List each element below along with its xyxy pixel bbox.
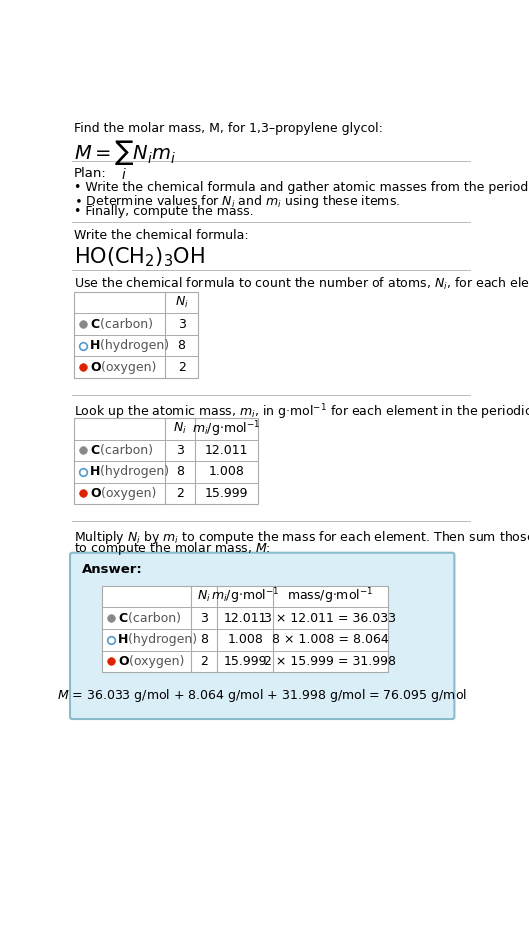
Text: 8 × 1.008 = 8.064: 8 × 1.008 = 8.064: [272, 633, 389, 646]
Text: $m_i$/g$\cdot$mol$^{-1}$: $m_i$/g$\cdot$mol$^{-1}$: [211, 587, 279, 607]
Text: 3 × 12.011 = 36.033: 3 × 12.011 = 36.033: [264, 611, 396, 625]
Text: 2: 2: [176, 487, 184, 500]
Text: Plan:: Plan:: [74, 167, 107, 180]
Text: $N_i$: $N_i$: [173, 421, 187, 436]
Text: H: H: [90, 465, 101, 479]
Text: 15.999: 15.999: [223, 655, 267, 668]
Text: 3: 3: [200, 611, 208, 625]
Text: (hydrogen): (hydrogen): [124, 633, 197, 646]
Text: • Write the chemical formula and gather atomic masses from the periodic table.: • Write the chemical formula and gather …: [74, 181, 529, 194]
Text: (carbon): (carbon): [96, 444, 153, 457]
Text: 8: 8: [178, 339, 186, 352]
Text: (hydrogen): (hydrogen): [96, 339, 169, 352]
Text: (carbon): (carbon): [96, 317, 153, 331]
Text: (hydrogen): (hydrogen): [96, 465, 169, 479]
Text: 15.999: 15.999: [205, 487, 248, 500]
Text: $m_i$/g$\cdot$mol$^{-1}$: $m_i$/g$\cdot$mol$^{-1}$: [192, 419, 261, 439]
Text: Find the molar mass, M, for 1,3–propylene glycol:: Find the molar mass, M, for 1,3–propylen…: [74, 122, 383, 136]
Text: mass/g$\cdot$mol$^{-1}$: mass/g$\cdot$mol$^{-1}$: [287, 587, 373, 607]
Text: 2: 2: [200, 655, 208, 668]
Text: Write the chemical formula:: Write the chemical formula:: [74, 229, 249, 241]
Text: Look up the atomic mass, $m_i$, in g·mol$^{-1}$ for each element in the periodic: Look up the atomic mass, $m_i$, in g·mol…: [74, 402, 529, 422]
Text: $M = \sum_i N_i m_i$: $M = \sum_i N_i m_i$: [74, 139, 176, 183]
Text: 2 × 15.999 = 31.998: 2 × 15.999 = 31.998: [264, 655, 396, 668]
Bar: [74, 292, 198, 378]
Text: C: C: [90, 444, 99, 457]
Text: H: H: [90, 339, 101, 352]
Text: (oxygen): (oxygen): [97, 361, 157, 374]
Text: $M$ = 36.033 g/mol + 8.064 g/mol + 31.998 g/mol = 76.095 g/mol: $M$ = 36.033 g/mol + 8.064 g/mol + 31.99…: [57, 688, 467, 705]
Text: 1.008: 1.008: [208, 465, 244, 479]
Text: to compute the molar mass, $M$:: to compute the molar mass, $M$:: [74, 541, 270, 558]
Text: 8: 8: [176, 465, 184, 479]
Text: C: C: [118, 611, 127, 625]
Text: $N_i$: $N_i$: [197, 589, 211, 604]
Text: 2: 2: [178, 361, 186, 374]
Text: (oxygen): (oxygen): [125, 655, 185, 668]
Bar: [102, 586, 388, 672]
Text: 3: 3: [176, 444, 184, 457]
Bar: [74, 418, 258, 504]
Text: O: O: [90, 361, 101, 374]
Text: 12.011: 12.011: [205, 444, 248, 457]
Text: Multiply $N_i$ by $m_i$ to compute the mass for each element. Then sum those val: Multiply $N_i$ by $m_i$ to compute the m…: [74, 528, 529, 545]
Text: $N_i$: $N_i$: [175, 295, 188, 310]
Text: Use the chemical formula to count the number of atoms, $N_i$, for each element:: Use the chemical formula to count the nu…: [74, 276, 529, 292]
FancyBboxPatch shape: [70, 553, 454, 719]
Text: $\mathrm{HO(CH_2)_3OH}$: $\mathrm{HO(CH_2)_3OH}$: [74, 246, 205, 269]
Text: 3: 3: [178, 317, 186, 331]
Text: C: C: [90, 317, 99, 331]
Text: Answer:: Answer:: [81, 562, 142, 576]
Text: $\bullet$ Determine values for $N_i$ and $m_i$ using these items.: $\bullet$ Determine values for $N_i$ and…: [74, 193, 400, 210]
Text: (carbon): (carbon): [124, 611, 181, 625]
Text: O: O: [90, 487, 101, 500]
Text: H: H: [118, 633, 129, 646]
Text: • Finally, compute the mass.: • Finally, compute the mass.: [74, 205, 253, 219]
Text: 1.008: 1.008: [227, 633, 263, 646]
Text: 12.011: 12.011: [223, 611, 267, 625]
Text: O: O: [118, 655, 129, 668]
Text: (oxygen): (oxygen): [97, 487, 157, 500]
Text: 8: 8: [200, 633, 208, 646]
